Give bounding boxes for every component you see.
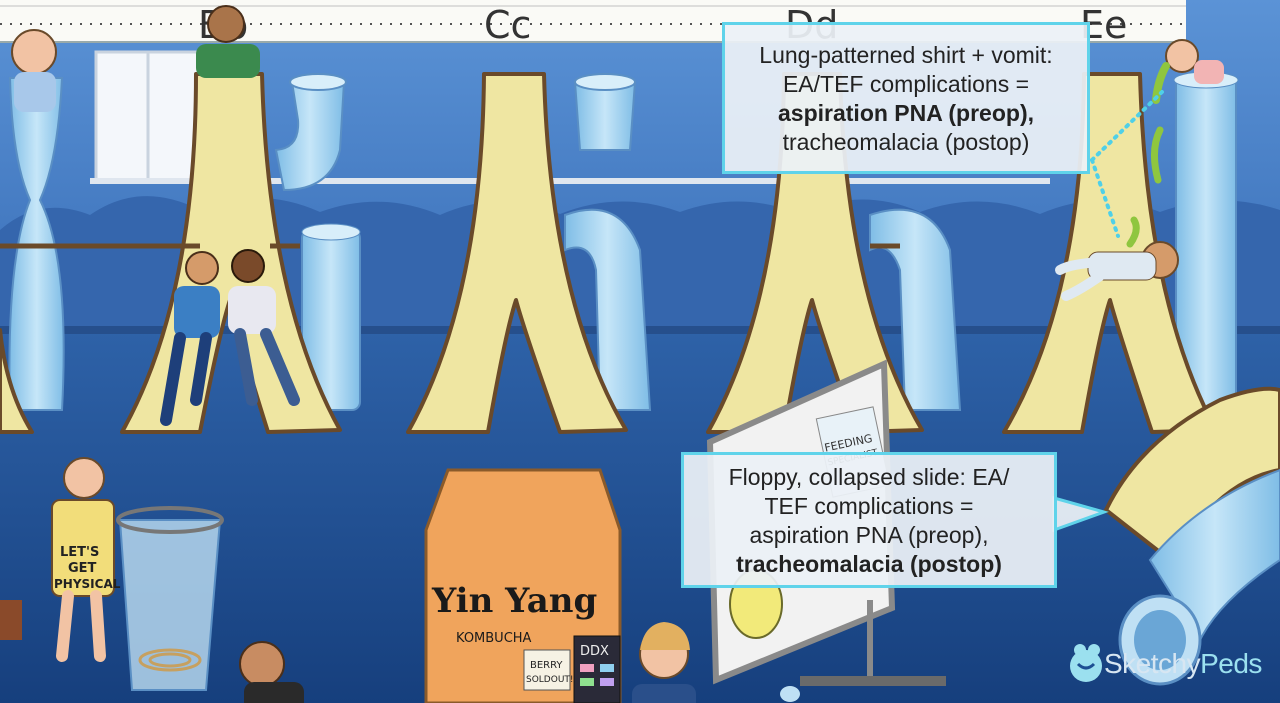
berry-sign-line2: SOLDOUT! [526,675,574,685]
callout-floppy-slide: Floppy, collapsed slide: EA/ TEF complic… [681,452,1057,588]
kids-on-slide [160,249,300,426]
baby-vomiting-top-right [1151,39,1224,184]
callout-bottom-line3: aspiration PNA (preop), [749,522,989,548]
slide-d [706,72,924,434]
sketchy-logo-icon [1070,644,1102,682]
callout-bottom-line2: TEF complications = [764,493,974,519]
person-bottom-center [632,622,696,703]
shirt-text-line1: LET'S [60,545,99,560]
slide-c [406,72,628,434]
shirt-text-line2: GET [68,561,97,576]
shirt-text-line3: PHYSICAL [54,577,121,591]
net-basket [116,506,224,691]
dotted-arrow [1090,90,1164,238]
callout-top-line3: aspiration PNA (preop), [778,100,1034,126]
callout-bottom-line1: Floppy, collapsed slide: EA/ [728,464,1010,490]
collapsed-floppy-slide [1103,386,1280,686]
curved-tubes [274,73,962,411]
person-bottom-left [239,641,304,703]
kombucha-brand: Yin Yang [431,581,597,621]
slide-left-edge [0,328,34,434]
logo-brand-b: Peds [1200,648,1262,679]
kombucha-box: Yin Yang KOMBUCHA BERRY SOLDOUT! DDX [424,468,622,703]
ddx-label: DDX [580,644,609,659]
table-edge [0,600,22,640]
baby-top-left [11,29,57,112]
kombucha-product: KOMBUCHA [456,631,532,646]
baby-lung-shirt [1055,216,1179,301]
sketchypeds-logo: SketchyPeds [1070,640,1270,690]
logo-brand-a: Sketchy [1104,648,1201,679]
callout-top-line2: EA/TEF complications = [782,71,1030,97]
callout-top-line4: tracheomalacia (postop) [782,129,1030,155]
callout-lung-shirt: Lung-patterned shirt + vomit: EA/TEF com… [722,22,1090,174]
bottle [780,686,800,702]
berry-sign-line1: BERRY [530,660,563,671]
callout-bottom-line4: tracheomalacia (postop) [736,551,1002,577]
callout-top-line1: Lung-patterned shirt + vomit: [759,42,1053,68]
child-top-slide [196,5,260,78]
kid-lets-get-physical: LET'S GET PHYSICAL [51,457,121,662]
ribbon-letter-c: Cc [484,3,531,47]
